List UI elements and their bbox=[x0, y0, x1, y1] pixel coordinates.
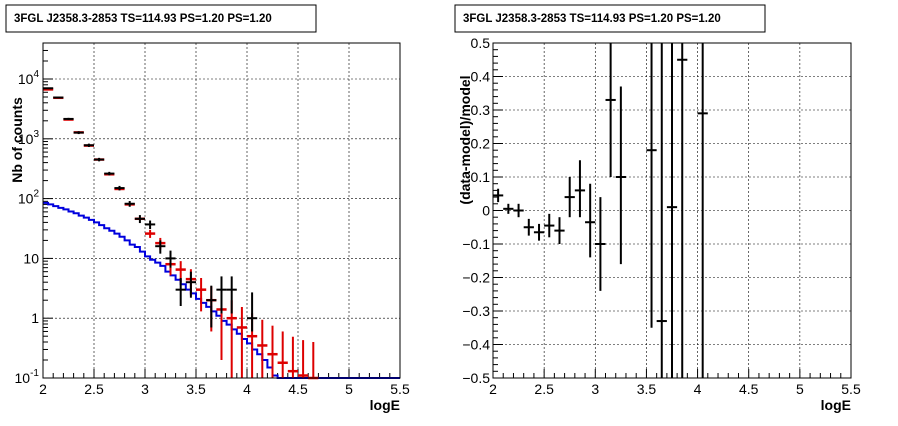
data-point bbox=[73, 131, 84, 135]
data-point bbox=[134, 215, 145, 224]
residual-point bbox=[646, 43, 657, 328]
right-ytick-label: −0.2 bbox=[462, 270, 490, 286]
residual-point bbox=[574, 160, 586, 218]
model-point bbox=[257, 319, 268, 378]
right-plot-area: 2 2.5 3 3.5 4 4.5 5 5.5 −0.5 −0.4 −0.3 −0.2 −0.1 0 0.1… bbox=[462, 35, 861, 397]
left-xtick-label: 5 bbox=[345, 381, 353, 397]
left-xtick-label: 2.5 bbox=[84, 381, 104, 397]
data-point bbox=[145, 220, 156, 230]
residual-point bbox=[605, 43, 616, 177]
data-point bbox=[94, 157, 105, 162]
residual-point bbox=[697, 43, 708, 378]
left-ytick-label: 10 bbox=[23, 250, 39, 266]
data-point bbox=[83, 143, 94, 147]
right-ytick-label: −0.4 bbox=[462, 337, 490, 353]
left-ytick-label: 102 bbox=[18, 189, 40, 207]
left-xtick-label: 3 bbox=[141, 381, 149, 397]
data-point bbox=[155, 240, 166, 254]
right-ylabel: (data-model)/model bbox=[457, 75, 473, 204]
left-plot-area: 2 2.5 3 3.5 4 4.5 5 5.5 10-1 1 10 102 103 104 bbox=[15, 42, 410, 397]
residual-point bbox=[503, 203, 514, 214]
data-point bbox=[206, 285, 217, 328]
data-point bbox=[226, 276, 237, 314]
residual-point bbox=[615, 86, 626, 265]
right-ytick-label: 0.1 bbox=[471, 169, 491, 185]
left-xtick-label: 2 bbox=[39, 381, 47, 397]
left-xtick-label: 4 bbox=[243, 381, 251, 397]
model-point bbox=[236, 306, 247, 378]
right-ytick-label: −0.5 bbox=[462, 370, 490, 386]
left-xtick-label: 3.5 bbox=[186, 381, 206, 397]
right-xtick-label: 4.5 bbox=[739, 381, 759, 397]
right-ytick-label: 0.2 bbox=[471, 136, 491, 152]
right-ytick-label: 0 bbox=[482, 203, 490, 219]
left-ytick-label: 10-1 bbox=[15, 368, 40, 386]
right-ytick-label: 0.3 bbox=[471, 102, 491, 118]
left-ytick-label: 104 bbox=[18, 69, 40, 87]
data-point bbox=[53, 96, 64, 99]
model-point bbox=[298, 340, 309, 378]
residual-point bbox=[666, 43, 678, 378]
left-xtick-label: 5.5 bbox=[390, 381, 410, 397]
right-xtick-label: 2.5 bbox=[534, 381, 554, 397]
left-xlabel: logE bbox=[370, 397, 400, 413]
right-ytick-label: 0.5 bbox=[471, 35, 491, 51]
residual-point bbox=[554, 217, 565, 244]
data-point bbox=[165, 250, 176, 268]
residual-point bbox=[656, 43, 667, 378]
left-plot-frame bbox=[42, 42, 401, 379]
right-xtick-label: 3 bbox=[591, 381, 599, 397]
data-point bbox=[216, 276, 227, 314]
right-xtick-label: 2 bbox=[489, 381, 497, 397]
right-xtick-label: 5.5 bbox=[841, 381, 861, 397]
model-point bbox=[267, 325, 278, 378]
right-xlabel: logE bbox=[821, 397, 851, 413]
data-point bbox=[63, 117, 74, 121]
left-ytick-label: 103 bbox=[18, 129, 40, 147]
data-point bbox=[247, 292, 258, 332]
left-xtick-label: 4.5 bbox=[288, 381, 308, 397]
residual-point bbox=[493, 188, 504, 203]
model-point bbox=[145, 229, 156, 238]
right-title-box bbox=[454, 4, 766, 33]
right-xtick-label: 4 bbox=[694, 381, 702, 397]
left-title: 3FGL J2358.3-2853 TS=114.93 PS=1.20 PS=1… bbox=[14, 13, 272, 25]
right-ytick-label: −0.1 bbox=[462, 236, 490, 252]
residual-point bbox=[544, 213, 555, 238]
model-point bbox=[277, 331, 288, 378]
right-xtick-label: 5 bbox=[796, 381, 804, 397]
data-point bbox=[43, 87, 54, 90]
residual-point bbox=[564, 177, 575, 218]
residual-point bbox=[533, 223, 545, 241]
right-ytick-label: −0.3 bbox=[462, 303, 490, 319]
left-title-box bbox=[5, 4, 317, 33]
right-ytick-label: 0.4 bbox=[471, 69, 491, 85]
residual-point bbox=[523, 218, 534, 236]
right-plot-frame bbox=[492, 42, 852, 379]
data-point bbox=[124, 201, 135, 207]
data-point bbox=[114, 185, 125, 191]
left-ytick-label: 1 bbox=[31, 310, 39, 326]
model-point bbox=[287, 336, 298, 378]
residual-point bbox=[585, 183, 596, 258]
model-point bbox=[196, 278, 207, 312]
right-title: 3FGL J2358.3-2853 TS=114.93 PS=1.20 PS=1… bbox=[463, 13, 721, 25]
residual-point bbox=[677, 43, 688, 378]
data-point bbox=[104, 171, 115, 176]
data-point bbox=[175, 278, 186, 306]
data-point bbox=[185, 271, 196, 298]
residual-point bbox=[513, 203, 524, 218]
right-xtick-label: 3.5 bbox=[637, 381, 657, 397]
residual-point bbox=[595, 197, 606, 291]
left-ylabel: Nb of counts bbox=[9, 97, 25, 183]
